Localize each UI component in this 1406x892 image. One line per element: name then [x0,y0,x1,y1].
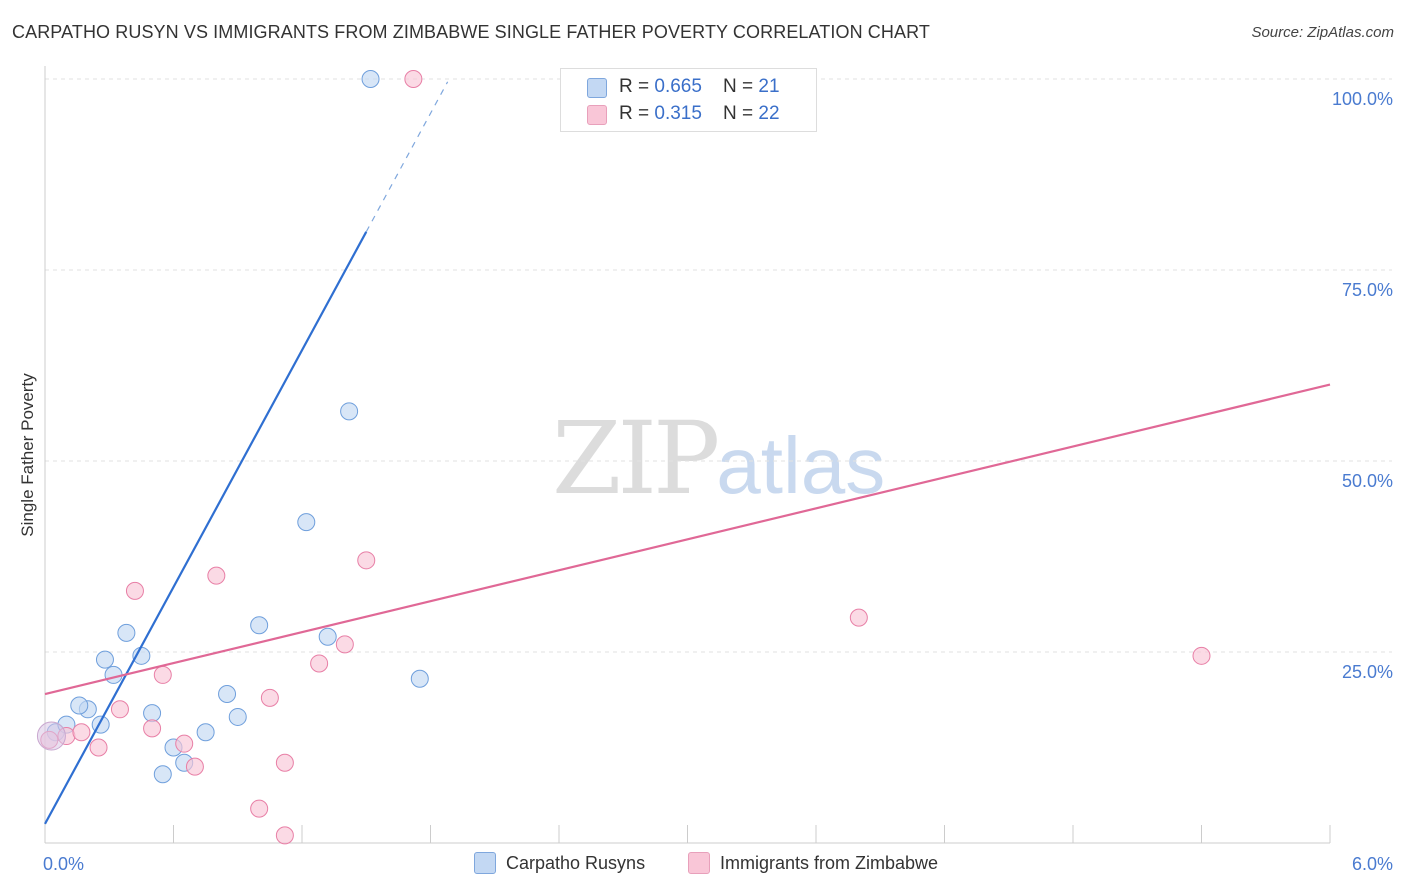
point-zimbabwe [175,734,194,753]
point-rusyns [340,402,359,421]
point-zimbabwe [260,688,279,707]
point-zimbabwe [207,566,226,585]
legend-item-rusyns: Carpatho Rusyns [474,852,645,874]
point-zimbabwe [89,738,108,757]
watermark: ZIPatlas [552,400,885,517]
y-tick-label: 50.0% [1342,471,1393,491]
legend-row-zimbabwe: R = 0.315 N = 22 [587,101,780,127]
point-zimbabwe [335,635,354,654]
point-rusyns [297,513,316,532]
point-zimbabwe [143,719,162,738]
y-tick-label: 75.0% [1342,280,1393,300]
legend-item-zimbabwe: Immigrants from Zimbabwe [688,852,938,874]
legend-swatch-rusyns [587,78,607,98]
point-zimbabwe [185,757,204,776]
chart-title: CARPATHO RUSYN VS IMMIGRANTS FROM ZIMBAB… [12,22,930,42]
y-tick-label: 100.0% [1332,89,1393,109]
legend-r-value: 0.665 [654,76,702,97]
legend-bottom-label-rusyns: Carpatho Rusyns [506,852,646,873]
point-cluster [36,721,66,751]
watermark-atlas: atlas [716,421,886,510]
point-zimbabwe [357,551,376,570]
x-tick-label: 6.0% [1352,854,1393,874]
trendline-rusyns [44,231,368,825]
point-rusyns [318,627,337,646]
legend-r-label: R = [619,103,655,124]
y-axis-label: Single Father Poverty [18,373,37,537]
point-rusyns [250,616,269,635]
point-zimbabwe [275,753,294,772]
watermark-zip: ZIP [552,400,720,517]
y-tick-label: 25.0% [1342,662,1393,682]
point-zimbabwe [1192,646,1211,665]
source-label: Source: ZipAtlas.com [1251,24,1394,41]
point-rusyns [361,70,380,88]
point-zimbabwe [110,700,129,719]
legend-n-value: 22 [758,103,780,124]
legend-n-label: N = [723,76,759,97]
point-rusyns [95,650,114,669]
point-zimbabwe [310,654,329,673]
legend-row-rusyns: R = 0.665 N = 21 [587,74,780,100]
point-zimbabwe [153,665,172,684]
legend-r-value: 0.315 [654,103,702,124]
legend-bottom-label-zimbabwe: Immigrants from Zimbabwe [720,852,939,873]
point-zimbabwe [275,826,294,845]
point-rusyns [218,685,237,704]
trendline-zimbabwe [44,383,1331,696]
point-rusyns [153,765,172,784]
point-rusyns [70,696,89,715]
point-zimbabwe [250,799,269,818]
legend-r-label: R = [619,76,655,97]
trendline-rusyns-extension [365,81,449,233]
legend-bottom-swatch-zimbabwe [688,852,710,874]
point-zimbabwe [849,608,868,627]
point-rusyns [143,704,162,723]
point-rusyns [104,665,123,684]
point-rusyns [228,707,247,726]
point-rusyns [196,723,215,742]
point-zimbabwe [125,581,144,600]
legend-n-label: N = [723,103,759,124]
legend-n-value: 21 [758,76,780,97]
x-tick-label: 0.0% [43,854,84,874]
point-rusyns [117,623,136,642]
correlation-legend: R = 0.665 N = 21 R = 0.315 N = 22 [560,68,817,132]
point-zimbabwe [72,723,91,742]
legend-swatch-zimbabwe [587,105,607,125]
legend-bottom-swatch-rusyns [474,852,496,874]
point-rusyns [410,669,429,688]
point-zimbabwe [404,70,423,88]
